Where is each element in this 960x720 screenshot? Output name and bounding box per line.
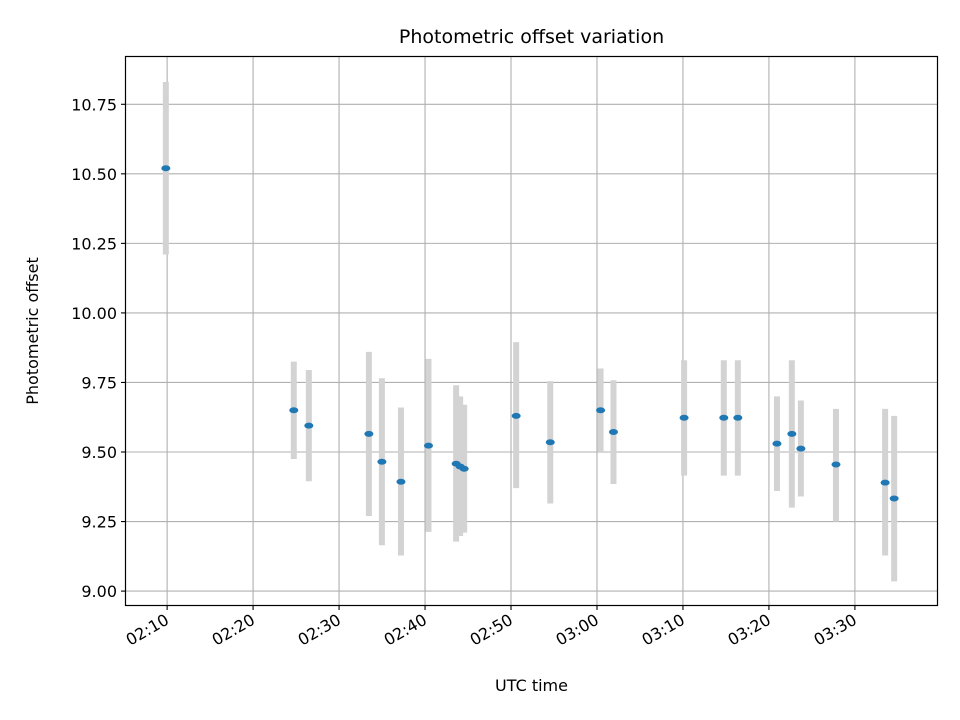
data-point: [377, 458, 387, 465]
data-point: [459, 465, 469, 472]
data-point: [880, 479, 890, 486]
y-axis-ticks: 9.00 9.25 9.50 9.75 10.00 10.25 10.50 10.75: [71, 95, 126, 601]
data-point: [423, 442, 433, 449]
y-tick-label: 9.75: [81, 373, 117, 392]
data-point: [679, 414, 689, 421]
y-tick-label: 9.25: [81, 513, 117, 532]
data-point: [596, 407, 606, 414]
data-point: [364, 430, 374, 437]
data-point: [608, 428, 618, 435]
data-points: [161, 165, 899, 502]
y-tick-label: 10.75: [71, 95, 117, 114]
data-point: [511, 412, 521, 419]
grid: [126, 57, 937, 605]
data-point: [796, 445, 806, 452]
data-point: [289, 407, 299, 414]
plot-frame: [124, 55, 939, 607]
data-point: [831, 461, 841, 468]
data-point: [304, 422, 314, 429]
data-point: [396, 478, 406, 485]
x-axis-label: UTC time: [495, 676, 568, 695]
y-tick-label: 10.50: [71, 165, 117, 184]
data-point: [545, 439, 555, 446]
data-point: [161, 165, 171, 172]
y-tick-label: 9.50: [81, 443, 117, 462]
chart-title: Photometric offset variation: [399, 26, 664, 48]
y-tick-label: 9.00: [81, 582, 117, 601]
y-tick-label: 10.25: [71, 234, 117, 253]
y-tick-label: 10.00: [71, 304, 117, 323]
data-point: [772, 440, 782, 447]
data-point: [787, 430, 797, 437]
data-point: [733, 414, 743, 421]
data-point: [889, 495, 899, 502]
data-point: [719, 414, 729, 421]
y-axis-label: Photometric offset: [23, 257, 42, 405]
